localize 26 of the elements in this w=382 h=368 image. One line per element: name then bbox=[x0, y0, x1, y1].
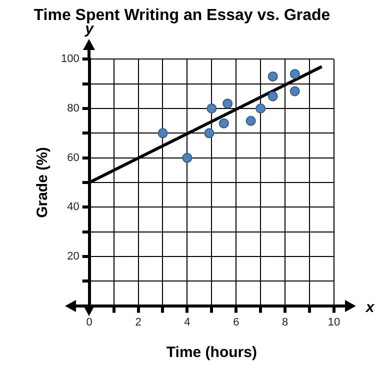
point bbox=[268, 91, 278, 102]
x-tick-label: 8 bbox=[282, 316, 288, 328]
point bbox=[290, 86, 300, 96]
point bbox=[158, 128, 168, 138]
x-tick-label: 0 bbox=[86, 316, 92, 328]
text: x bbox=[364, 298, 375, 316]
point bbox=[268, 71, 278, 82]
point bbox=[204, 128, 214, 138]
x-tick-label: 6 bbox=[233, 316, 240, 328]
y-tick-label: 60 bbox=[67, 152, 80, 164]
point bbox=[182, 152, 192, 163]
point bbox=[290, 68, 300, 79]
y-axis-title: Grade (%) bbox=[34, 147, 52, 218]
point bbox=[222, 98, 233, 109]
y-tick-label: 80 bbox=[67, 102, 80, 115]
y-tick-label: 20 bbox=[67, 250, 80, 263]
point bbox=[256, 104, 266, 114]
x-tick-label: 10 bbox=[328, 316, 340, 328]
y-tick-label: 40 bbox=[67, 201, 80, 214]
point bbox=[218, 118, 229, 128]
x-axis-title: Time (hours) bbox=[166, 344, 257, 362]
y-tick-label: 100 bbox=[60, 53, 80, 66]
x-tick-label: 2 bbox=[135, 316, 142, 328]
point bbox=[206, 104, 217, 114]
x-tick-label: 4 bbox=[184, 316, 190, 328]
point bbox=[246, 116, 256, 126]
